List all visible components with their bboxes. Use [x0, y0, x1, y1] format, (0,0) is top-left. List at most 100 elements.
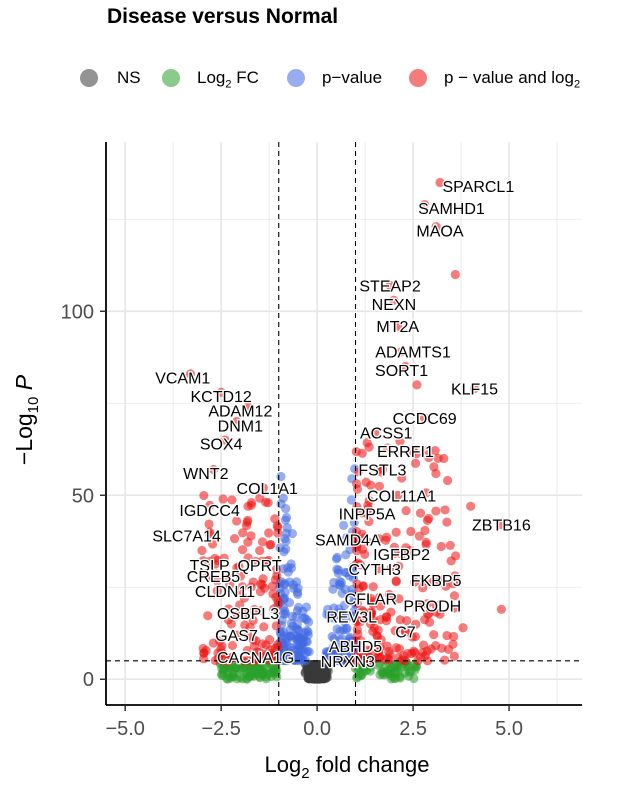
point-significant	[391, 577, 401, 587]
point-significant	[426, 644, 436, 654]
point-pvalue	[328, 584, 338, 594]
x-tick-label: 0.0	[303, 718, 331, 740]
gene-label-klf15: KLF15	[451, 382, 498, 399]
point-maoa	[431, 222, 441, 232]
point-significant	[203, 572, 213, 582]
legend-label-log2fc: Log2 FC	[197, 68, 259, 91]
point-sort1	[400, 361, 411, 372]
point-significant	[351, 540, 362, 550]
point-significant	[235, 600, 245, 610]
point-significant	[374, 534, 384, 544]
point-significant	[205, 500, 215, 510]
point-significant	[407, 632, 417, 642]
gene-label-adam12: ADAM12	[208, 404, 272, 421]
point-pvalue	[282, 523, 292, 533]
point-significant	[449, 651, 459, 661]
point-significant	[212, 576, 222, 586]
point-significant	[421, 488, 431, 498]
point-nexn	[389, 295, 399, 305]
point-significant	[203, 611, 213, 621]
gene-label-col1a1: COL1A1	[237, 481, 298, 498]
point-significant	[224, 573, 234, 583]
point-significant	[445, 540, 455, 551]
point-fc	[406, 666, 416, 676]
gene-label-wnt2: WNT2	[183, 466, 228, 483]
gene-label-maoa: MAOA	[416, 223, 463, 240]
point-fc	[242, 673, 252, 684]
point-cacna1g	[251, 652, 261, 662]
x-tick-label: −5.0	[105, 718, 144, 740]
point-significant	[199, 490, 209, 501]
point-significant	[270, 514, 280, 524]
point-fc	[409, 673, 419, 684]
point-pvalue	[285, 631, 295, 641]
point-pvalue	[293, 640, 303, 651]
point-samd4a	[343, 534, 353, 545]
x-tick-label: 5.0	[495, 718, 523, 740]
gene-label-cyth3: CYTH3	[348, 562, 401, 579]
y-tick-label: 100	[61, 301, 94, 323]
point-pvalue	[280, 515, 291, 525]
point-pvalue	[280, 587, 290, 597]
point-fc	[248, 665, 258, 675]
point-significant	[219, 553, 229, 563]
point-significant	[406, 526, 416, 537]
point-significant	[364, 652, 375, 663]
point-significant	[227, 640, 238, 651]
point-significant	[446, 556, 456, 566]
point-significant	[234, 561, 244, 572]
x-tick-label: 2.5	[399, 718, 427, 740]
point-significant	[374, 592, 385, 602]
point-pvalue	[328, 613, 338, 623]
point-significant	[199, 648, 209, 658]
point-steap2	[385, 280, 395, 291]
point-significant	[430, 445, 440, 456]
point-significant	[410, 458, 421, 468]
point-significant	[394, 594, 404, 604]
point-pvalue	[286, 618, 296, 628]
point-tslp	[205, 556, 215, 567]
gene-label-sort1: SORT1	[375, 363, 428, 380]
point-inpp5a	[362, 509, 372, 519]
point-significant	[255, 586, 266, 597]
point-pvalue	[280, 533, 290, 544]
point-significant	[368, 582, 378, 592]
gene-label-col11a1: COL11A1	[367, 488, 436, 505]
point-significant	[401, 506, 411, 516]
gene-label-fkbp5: FKBP5	[411, 573, 462, 590]
point-igfbp2	[396, 549, 407, 559]
point-fc	[390, 662, 400, 672]
point-pvalue	[332, 552, 342, 562]
gene-label-mt2a: MT2A	[376, 319, 419, 336]
point-significant	[255, 545, 265, 556]
point-significant	[265, 540, 275, 550]
point-significant	[386, 564, 396, 574]
point-significant	[394, 561, 404, 571]
point-significant	[411, 619, 421, 629]
point-gas7	[231, 630, 242, 640]
point-pvalue	[321, 649, 332, 660]
point-significant	[241, 520, 252, 531]
point-pvalue	[337, 588, 347, 598]
point-significant	[436, 541, 446, 552]
point-pvalue	[282, 640, 293, 650]
point-significant	[248, 577, 258, 587]
legend-swatch-pvalue-and-log2	[409, 69, 427, 87]
point-significant	[422, 599, 432, 609]
point-significant	[273, 600, 283, 610]
point-cflar	[366, 593, 376, 603]
point-qprt	[251, 556, 261, 567]
gene-label-cldn11: CLDN11	[195, 584, 255, 601]
point-significant	[449, 591, 460, 601]
point-significant	[366, 480, 376, 490]
point-significant	[395, 615, 405, 625]
point-pvalue	[302, 614, 312, 625]
point-significant	[364, 442, 374, 452]
point-pvalue	[286, 563, 297, 573]
gene-label-tslp: TSLP	[190, 558, 230, 575]
point-significant	[395, 436, 405, 446]
point-significant	[226, 619, 236, 629]
point-significant	[437, 643, 447, 653]
point-significant	[374, 653, 385, 663]
threshold-lines	[106, 142, 582, 705]
